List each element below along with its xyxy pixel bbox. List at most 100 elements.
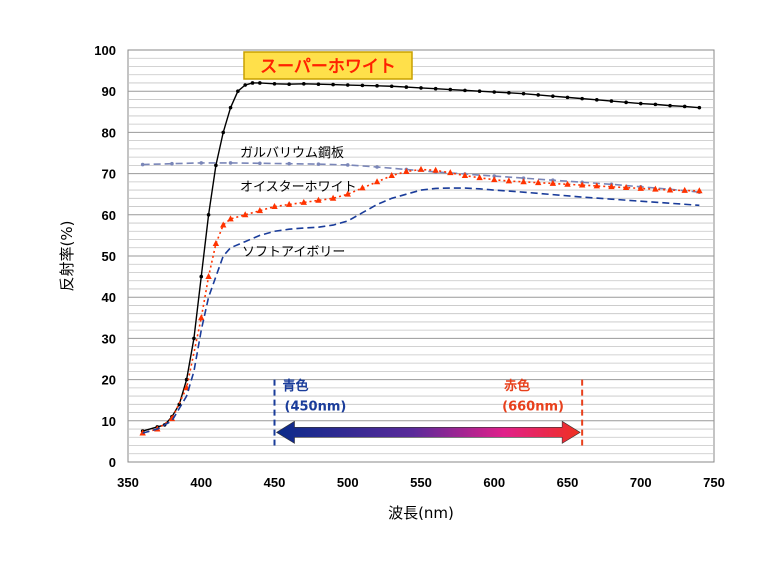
x-tick-labels: 350 400 450 500 550 600 650 700 750 (117, 475, 725, 490)
highlight-box (243, 51, 413, 80)
data-point (653, 102, 658, 107)
data-point (287, 82, 291, 86)
data-point (316, 162, 321, 166)
x-tick-label: 450 (264, 475, 286, 490)
data-point (447, 169, 454, 176)
data-point (463, 88, 467, 93)
y-tick-label: 10 (102, 414, 116, 429)
series-labels: ガルバリウム鋼板 オイスターホワイト ソフトアイボリー (240, 146, 357, 260)
wavelength-band-markers: 青色 (450nm) 赤色 (660nm) (273, 378, 584, 446)
spectrum-arrow (275, 420, 581, 444)
data-point (373, 178, 381, 185)
data-point (243, 83, 247, 87)
data-point (505, 177, 513, 184)
series-3 (142, 187, 700, 434)
data-point (228, 161, 233, 165)
data-point (250, 81, 255, 85)
highlight-text: スーパーホワイト (260, 57, 396, 77)
data-point (359, 184, 366, 191)
y-tick-label: 80 (102, 125, 116, 140)
data-point (192, 336, 196, 341)
data-point (198, 314, 205, 321)
y-tick-label: 100 (94, 43, 116, 58)
data-point (345, 83, 350, 87)
y-tick-labels: 0 10 20 30 40 50 60 70 80 90 100 (94, 43, 116, 470)
data-point (476, 174, 483, 181)
data-point (388, 172, 395, 179)
data-point (595, 98, 599, 102)
data-point (549, 179, 557, 186)
data-point (242, 211, 249, 218)
y-tick-label: 50 (102, 249, 116, 264)
data-point (492, 174, 497, 178)
data-point (638, 101, 643, 106)
data-point (448, 87, 453, 92)
data-point (551, 94, 555, 98)
data-point (285, 200, 293, 207)
data-point (696, 187, 703, 194)
x-tick-label: 400 (190, 475, 212, 490)
y-tick-label: 20 (102, 373, 116, 388)
x-axis-title: 波長(nm) (388, 504, 454, 522)
y-tick-label: 90 (102, 84, 116, 99)
series-line (142, 187, 700, 434)
data-point (140, 162, 145, 167)
data-point (637, 184, 644, 191)
data-point (521, 91, 526, 96)
data-point (419, 86, 423, 90)
y-tick-label: 30 (102, 331, 116, 346)
series-label-oyster-white: オイスターホワイト (240, 180, 357, 195)
data-point (315, 196, 322, 203)
data-point (608, 183, 615, 190)
series-layer (139, 81, 703, 436)
data-point (221, 130, 226, 135)
y-tick-label: 0 (109, 455, 116, 470)
data-point (564, 180, 571, 187)
data-point (375, 165, 379, 169)
data-point (177, 402, 182, 407)
data-point (227, 215, 234, 222)
y-axis-title: 反射率(%) (58, 221, 76, 292)
data-point (535, 179, 542, 186)
data-point (256, 207, 264, 214)
data-point (491, 176, 498, 183)
y-tick-label: 40 (102, 290, 116, 305)
data-point (170, 161, 174, 166)
series-line (142, 82, 700, 432)
data-point (271, 202, 278, 209)
x-tick-label: 500 (337, 475, 359, 490)
data-point (593, 182, 600, 189)
data-point (389, 84, 394, 89)
data-point (184, 377, 189, 382)
data-point (609, 99, 614, 103)
grid-lines (128, 57, 714, 455)
data-point (214, 163, 218, 168)
data-point (404, 85, 409, 89)
series-0 (140, 81, 702, 433)
x-tick-label: 650 (557, 475, 579, 490)
data-point (345, 163, 350, 167)
data-point (300, 198, 307, 205)
y-tick-label: 70 (102, 167, 116, 182)
data-point (433, 86, 438, 91)
data-point (228, 105, 233, 110)
data-point (668, 103, 672, 108)
series-label-soft-ivory: ソフトアイボリー (242, 245, 345, 260)
data-point (258, 161, 262, 166)
data-point (329, 194, 337, 201)
highlight-label: スーパーホワイト (243, 51, 413, 80)
data-point (681, 186, 688, 193)
data-point (331, 82, 335, 87)
data-point (212, 240, 220, 247)
data-point (272, 81, 277, 86)
data-point (507, 91, 511, 95)
x-tick-label: 350 (117, 475, 139, 490)
data-point (205, 273, 212, 279)
data-point (578, 181, 586, 188)
data-point (580, 96, 584, 101)
data-point (344, 190, 351, 197)
blue-band-wavelength: (450nm) (285, 400, 347, 415)
data-point (417, 165, 425, 172)
data-point (666, 186, 674, 193)
